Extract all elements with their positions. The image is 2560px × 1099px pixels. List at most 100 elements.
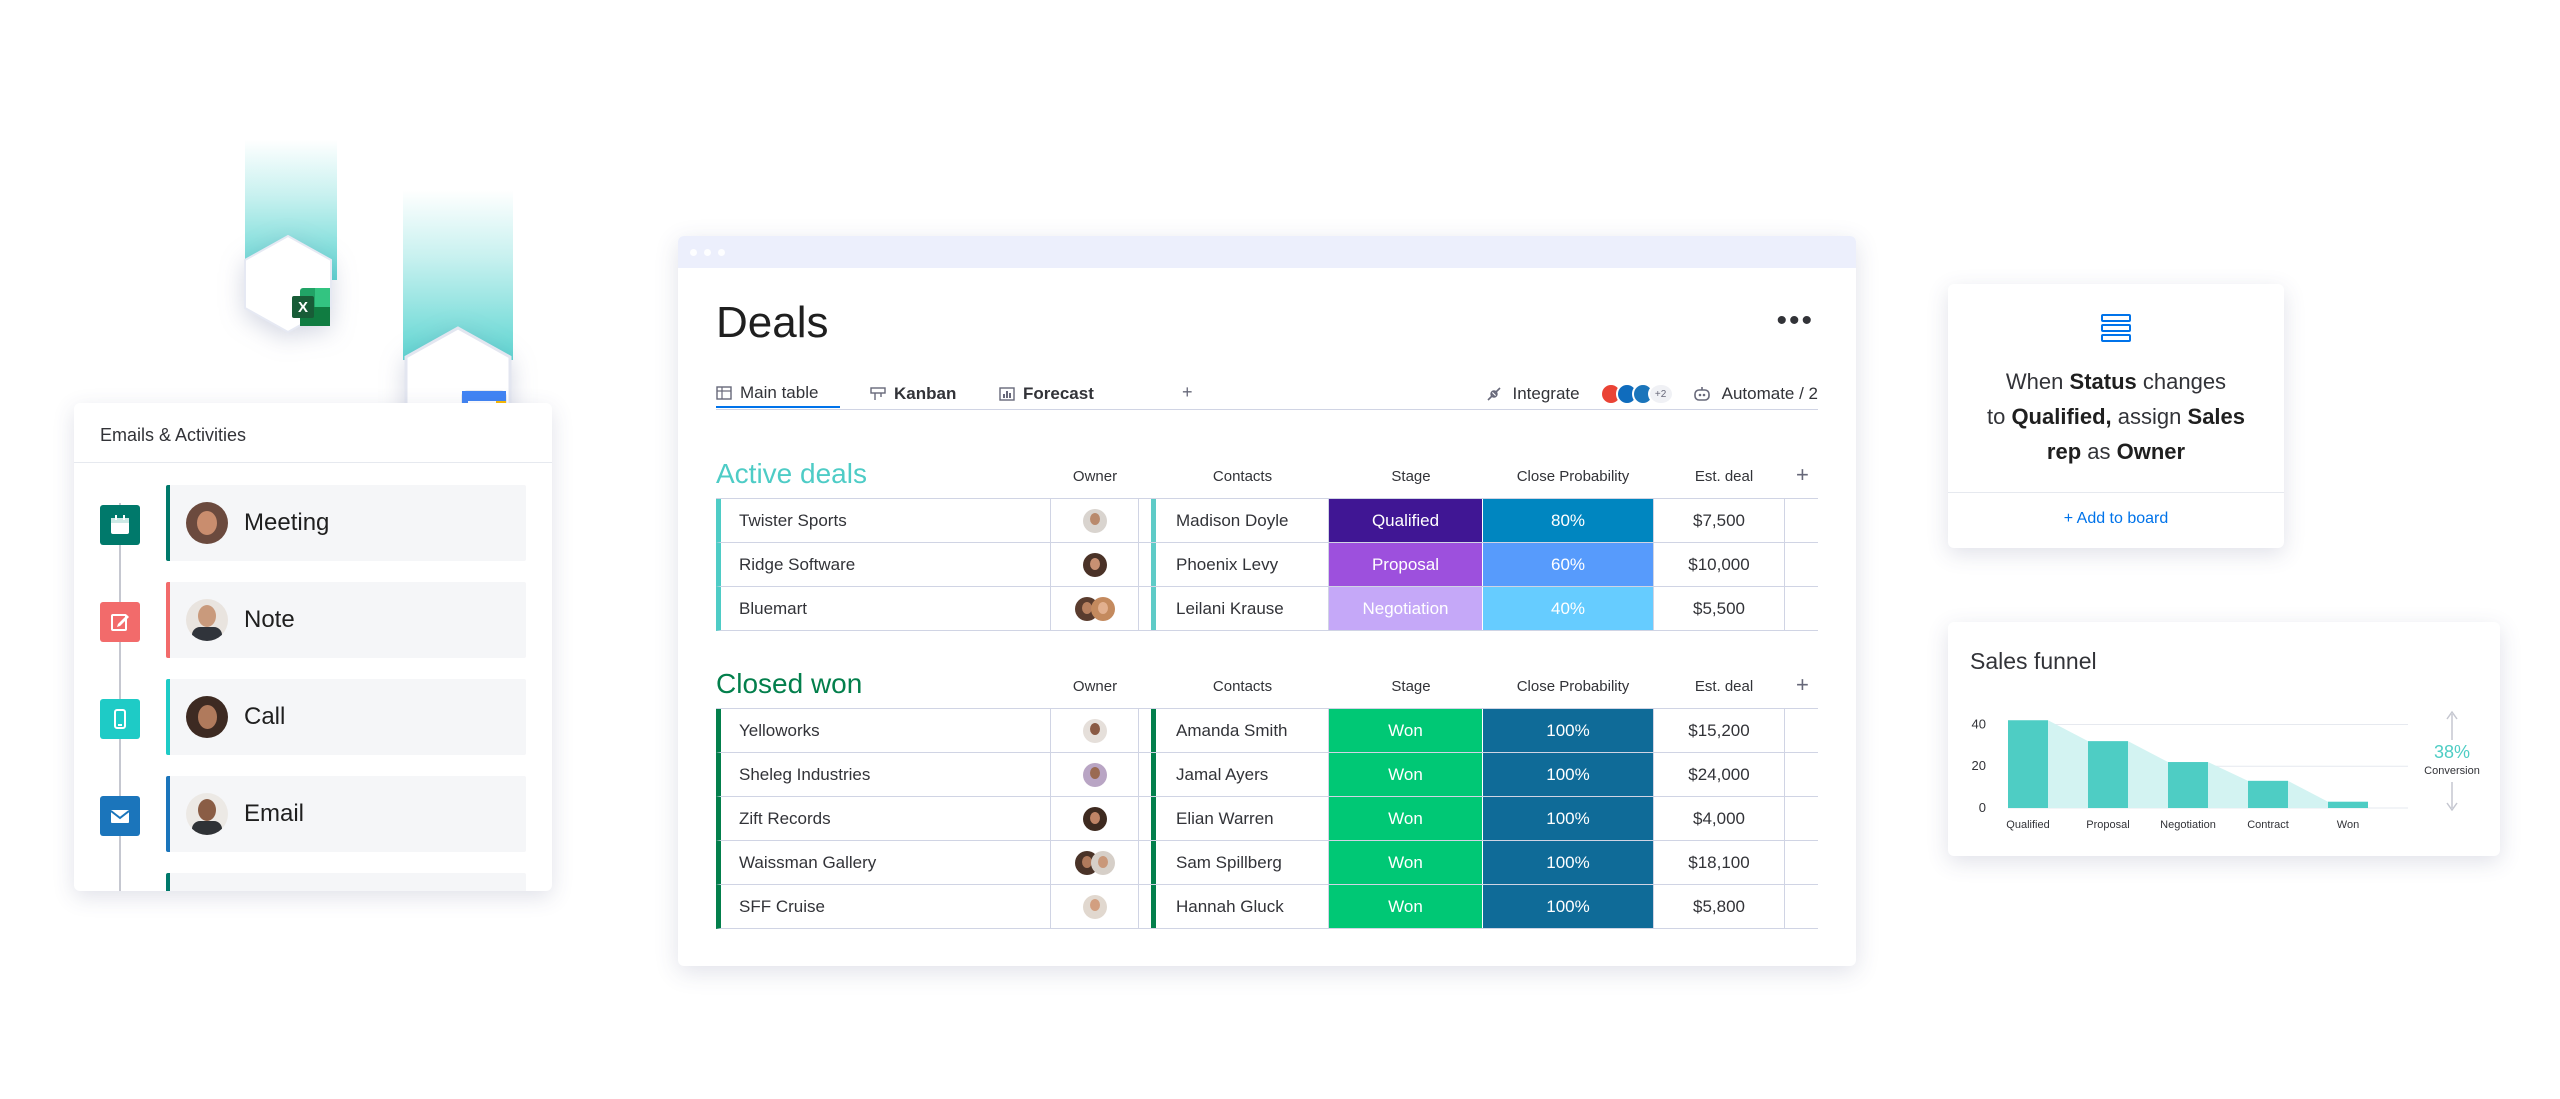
activity-label: Meeting [244,509,330,536]
est-deal-cell[interactable]: $4,000 [1653,797,1785,840]
activity-row-meeting[interactable]: Meeting [74,485,552,561]
avatar [186,502,228,544]
column-header-stage[interactable]: Stage [1391,468,1431,485]
stage-cell[interactable]: Proposal [1329,543,1483,586]
contact-cell[interactable]: Madison Doyle [1151,499,1329,542]
window-dot [690,248,697,256]
probability-cell[interactable]: 100% [1483,841,1653,884]
activity-row-email[interactable]: Email [74,776,552,852]
stage-cell[interactable]: Won [1329,841,1483,884]
deal-name[interactable]: Ridge Software [721,543,1051,586]
contact-cell[interactable]: Amanda Smith [1151,709,1329,752]
tab-main-table[interactable]: Main table [716,380,840,408]
integration-icons[interactable]: +2 [1599,383,1674,405]
tab-kanban[interactable]: Kanban [870,380,956,408]
probability-cell[interactable]: 100% [1483,797,1653,840]
cell-spacer [1139,841,1151,884]
column-header-est-deal[interactable]: Est. deal [1694,678,1754,695]
owner-cell[interactable] [1051,753,1139,796]
table-row[interactable]: Zift Records Elian Warren Won 100% $4,00… [716,797,1818,841]
activity-row-note[interactable]: Note [74,582,552,658]
est-deal-cell[interactable]: $24,000 [1653,753,1785,796]
phone-icon [100,699,140,739]
column-header-close-probability[interactable]: Close Probability [1516,678,1630,695]
est-deal-cell[interactable]: $15,200 [1653,709,1785,752]
cell-spacer [1785,499,1813,542]
table-row[interactable]: Bluemart Leilani Krause Negotiation 40% … [716,587,1818,631]
owner-cell[interactable] [1051,499,1139,542]
owner-cell[interactable] [1051,709,1139,752]
owner-cell[interactable] [1051,543,1139,586]
table-row[interactable]: Yelloworks Amanda Smith Won 100% $15,200 [716,709,1818,753]
group-title[interactable]: Active deals [716,458,867,489]
deal-name[interactable]: Sheleg Industries [721,753,1051,796]
probability-cell[interactable]: 80% [1483,499,1653,542]
probability-cell[interactable]: 100% [1483,753,1653,796]
est-deal-cell[interactable]: $7,500 [1653,499,1785,542]
activity-row-call[interactable]: Call [74,679,552,755]
owner-cell[interactable] [1051,797,1139,840]
est-deal-cell[interactable]: $5,800 [1653,885,1785,928]
excel-hex[interactable]: X [243,234,333,334]
activity-card[interactable]: Call [166,679,526,755]
column-header-owner[interactable]: Owner [1072,468,1118,485]
group-title[interactable]: Closed won [716,668,863,699]
table-row[interactable]: Twister Sports Madison Doyle Qualified 8… [716,499,1818,543]
column-header-owner[interactable]: Owner [1072,678,1118,695]
avatar [186,793,228,835]
integrate-button[interactable]: Integrate [1512,384,1580,403]
automate-button[interactable]: Automate / 2 [1721,384,1818,403]
stage-cell[interactable]: Won [1329,797,1483,840]
tab-label: Main table [740,383,819,402]
column-header-contacts[interactable]: Contacts [1212,468,1273,485]
contact-cell[interactable]: Leilani Krause [1151,587,1329,630]
table-row[interactable]: SFF Cruise Hannah Gluck Won 100% $5,800 [716,885,1818,929]
contact-cell[interactable]: Phoenix Levy [1151,543,1329,586]
stage-cell[interactable]: Won [1329,753,1483,796]
deal-name[interactable]: Twister Sports [721,499,1051,542]
contact-cell[interactable]: Sam Spillberg [1151,841,1329,884]
column-header-est-deal[interactable]: Est. deal [1694,468,1754,485]
column-header-close-probability[interactable]: Close Probability [1516,468,1630,485]
table-row[interactable]: Sheleg Industries Jamal Ayers Won 100% $… [716,753,1818,797]
more-options-button[interactable]: ••• [1776,304,1814,337]
table-row[interactable]: Waissman Gallery Sam Spillberg Won 100% … [716,841,1818,885]
column-header-contacts[interactable]: Contacts [1212,678,1273,695]
deal-name[interactable]: Waissman Gallery [721,841,1051,884]
est-deal-cell[interactable]: $10,000 [1653,543,1785,586]
contact-cell[interactable]: Hannah Gluck [1151,885,1329,928]
activity-card[interactable]: Note [166,582,526,658]
contact-cell[interactable]: Elian Warren [1151,797,1329,840]
stage-cell[interactable]: Negotiation [1329,587,1483,630]
deal-name[interactable]: Zift Records [721,797,1051,840]
stage-cell[interactable]: Won [1329,885,1483,928]
probability-cell[interactable]: 100% [1483,885,1653,928]
column-header-stage[interactable]: Stage [1391,678,1431,695]
add-to-board-link[interactable]: + Add to board [2063,510,2169,527]
sales-funnel-chart: 38% Conversion 0 20 40 Qualified Proposal Neg… [1972,710,2480,831]
owner-cell[interactable] [1051,885,1139,928]
add-column-button[interactable]: + [1796,672,1809,697]
activity-card[interactable]: Email [166,776,526,852]
deal-name[interactable]: SFF Cruise [721,885,1051,928]
activity-card[interactable]: Meeting [166,485,526,561]
recipe-text: changes [2136,369,2227,394]
contact-cell[interactable]: Jamal Ayers [1151,753,1329,796]
probability-cell[interactable]: 60% [1483,543,1653,586]
probability-cell[interactable]: 100% [1483,709,1653,752]
stage-cell[interactable]: Won [1329,709,1483,752]
deal-name[interactable]: Bluemart [721,587,1051,630]
table-row[interactable]: Ridge Software Phoenix Levy Proposal 60%… [716,543,1818,587]
more-integrations-badge: +2 [1647,383,1674,405]
deal-name[interactable]: Yelloworks [721,709,1051,752]
conversion-value: 38% [2434,742,2470,762]
owner-cell[interactable] [1051,587,1139,630]
est-deal-cell[interactable]: $5,500 [1653,587,1785,630]
owner-cell[interactable] [1051,841,1139,884]
add-view-button[interactable]: + [1182,382,1193,402]
stage-cell[interactable]: Qualified [1329,499,1483,542]
probability-cell[interactable]: 40% [1483,587,1653,630]
add-column-button[interactable]: + [1796,462,1809,487]
tab-forecast[interactable]: Forecast [999,380,1094,408]
est-deal-cell[interactable]: $18,100 [1653,841,1785,884]
